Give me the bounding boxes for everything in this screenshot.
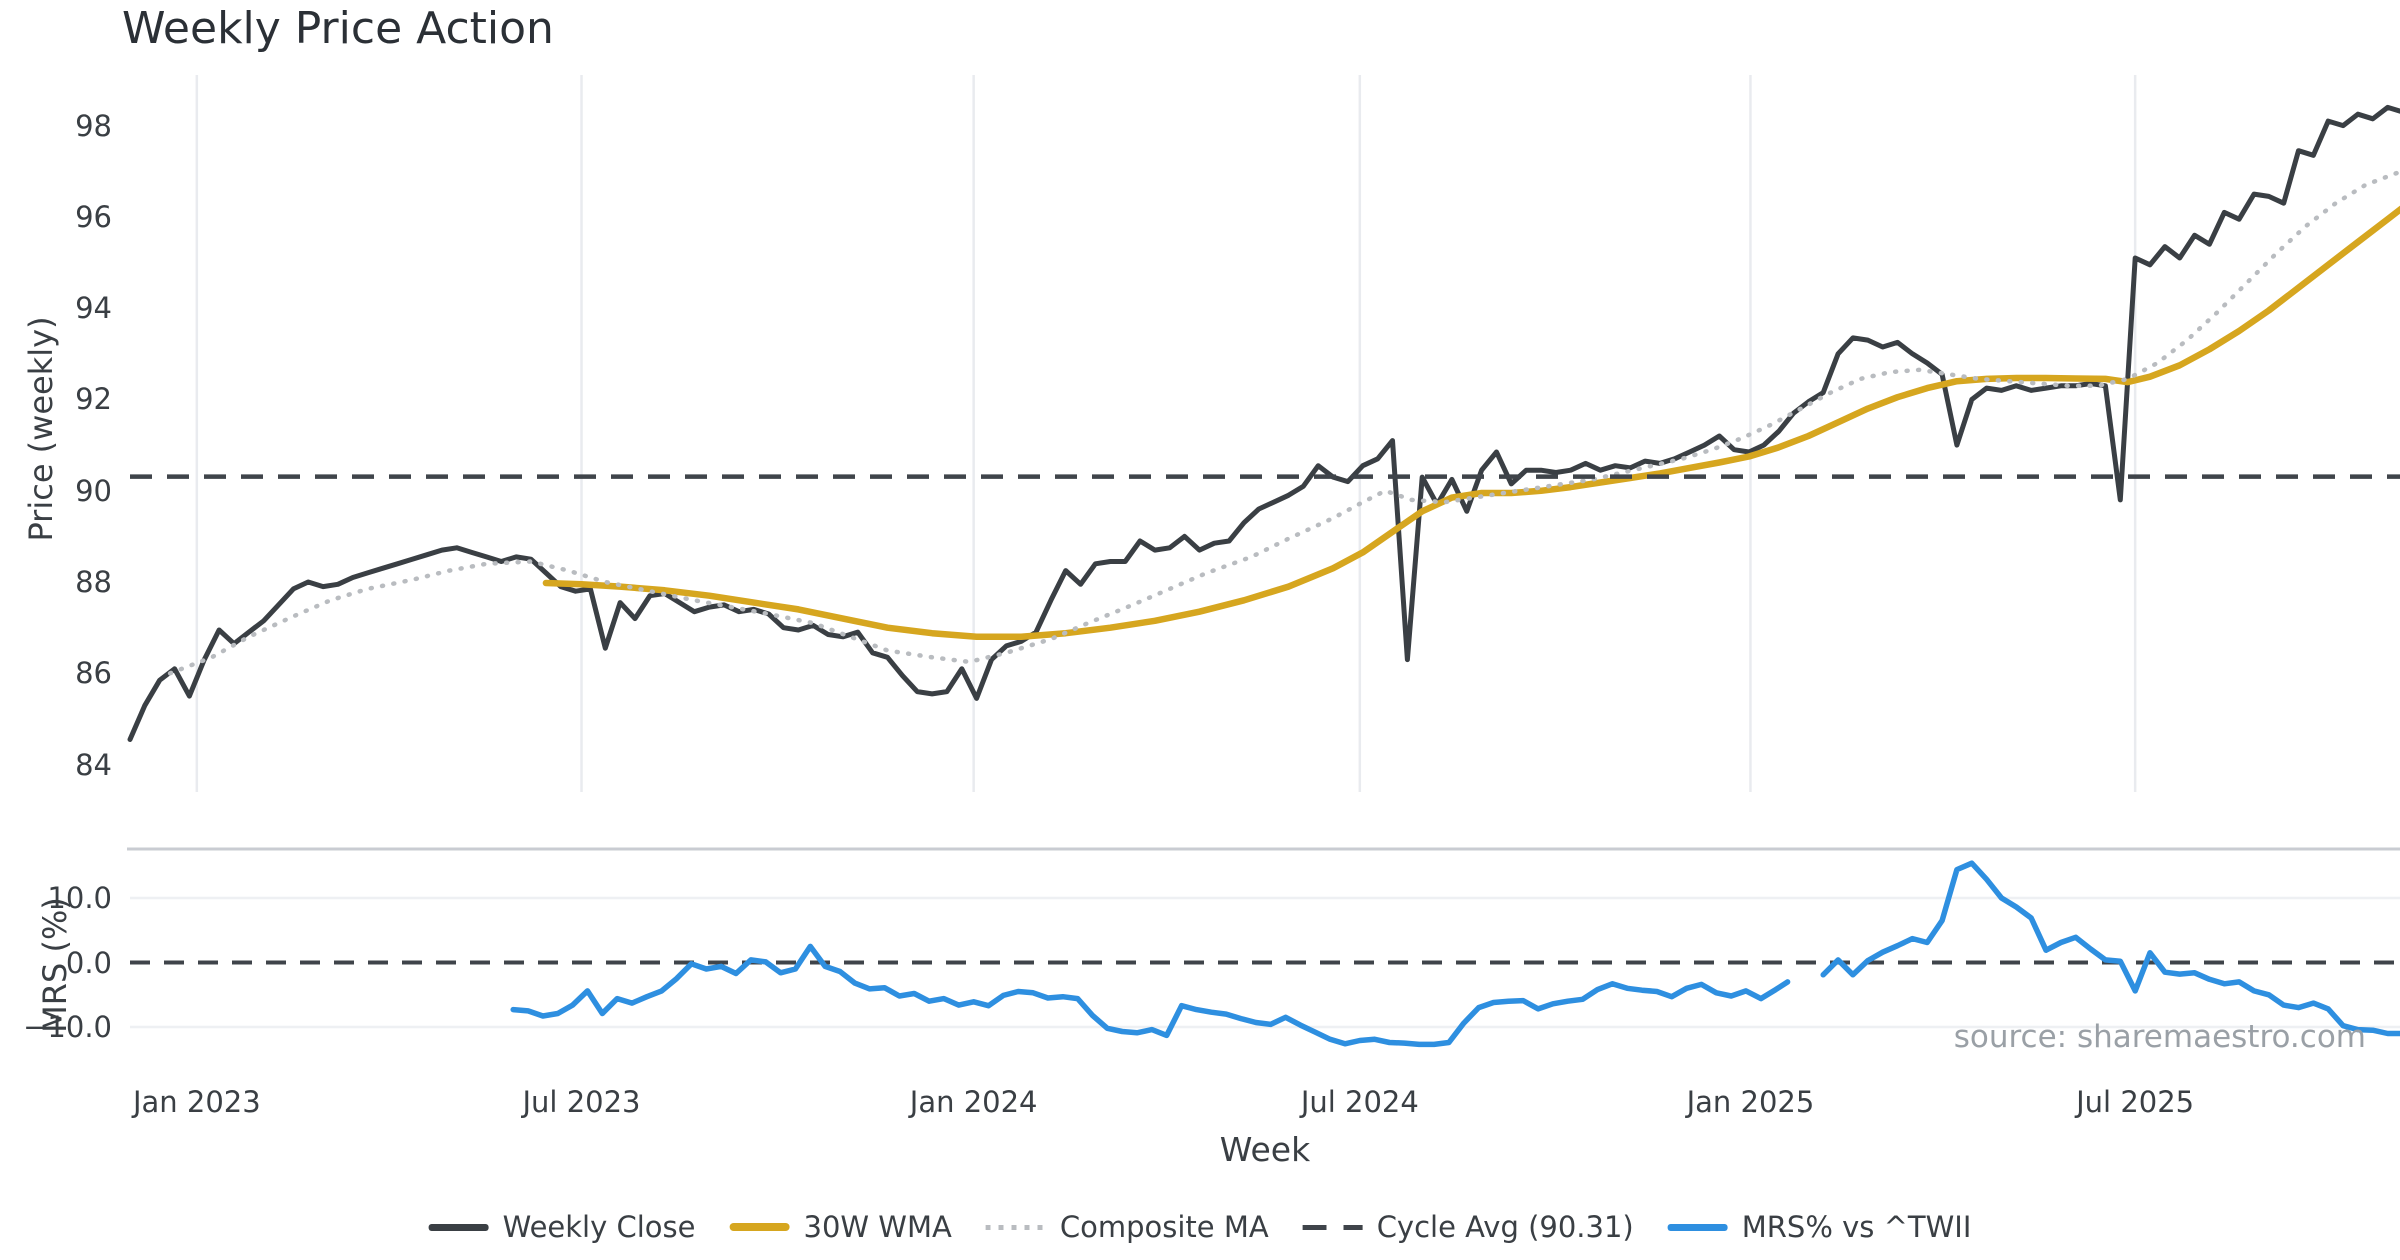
legend-label: Composite MA xyxy=(1059,1210,1269,1244)
x-tick-label: Jan 2023 xyxy=(132,1085,261,1119)
price-ytick-label: 84 xyxy=(75,747,112,782)
legend-label: Cycle Avg (90.31) xyxy=(1376,1210,1634,1244)
composite-ma-swatch-icon xyxy=(985,1224,1046,1230)
x-tick-label: Jul 2023 xyxy=(522,1085,641,1119)
mrs-ytick-label: −10.0 xyxy=(23,1010,112,1044)
x-tick-label: Jan 2024 xyxy=(909,1085,1038,1119)
x-tick-label: Jul 2025 xyxy=(2076,1085,2195,1119)
mrs-ytick-label: 0.0 xyxy=(65,945,112,980)
legend-item-cycle-avg: Cycle Avg (90.31) xyxy=(1302,1210,1634,1244)
price-ytick-label: 90 xyxy=(75,473,112,508)
price-ytick-label: 96 xyxy=(75,199,112,234)
legend-label: MRS% vs ^TWII xyxy=(1741,1210,1972,1244)
legend-label: Weekly Close xyxy=(502,1210,696,1244)
price-ytick-label: 94 xyxy=(75,291,112,326)
legend-item-weekly-close: Weekly Close xyxy=(428,1210,696,1244)
x-tick-label: Jan 2025 xyxy=(1686,1085,1815,1119)
legend-item-30w-wma: 30W WMA xyxy=(729,1210,952,1244)
legend-item-composite-ma: Composite MA xyxy=(985,1210,1269,1244)
cycle-avg-swatch-icon xyxy=(1302,1224,1363,1230)
price-ytick-label: 98 xyxy=(75,108,112,143)
mrs-ytick-label: 10.0 xyxy=(47,881,112,915)
price-ytick-label: 92 xyxy=(75,382,112,417)
wma-swatch-icon xyxy=(729,1223,790,1231)
price-ytick-label: 88 xyxy=(75,565,112,600)
legend: Weekly Close 30W WMA Composite MA Cycle … xyxy=(428,1210,1972,1244)
price-ytick-label: 86 xyxy=(75,656,112,691)
x-axis-title: Week xyxy=(1219,1130,1311,1169)
mrs-swatch-icon xyxy=(1667,1223,1728,1231)
legend-label: 30W WMA xyxy=(803,1210,952,1244)
source-note: source: sharemaestro.com xyxy=(1953,1019,2366,1055)
page-title: Weekly Price Action xyxy=(122,3,554,54)
x-tick-label: Jul 2024 xyxy=(1300,1085,1419,1119)
weekly-close-swatch-icon xyxy=(428,1223,489,1231)
legend-item-mrs: MRS% vs ^TWII xyxy=(1667,1210,1972,1244)
